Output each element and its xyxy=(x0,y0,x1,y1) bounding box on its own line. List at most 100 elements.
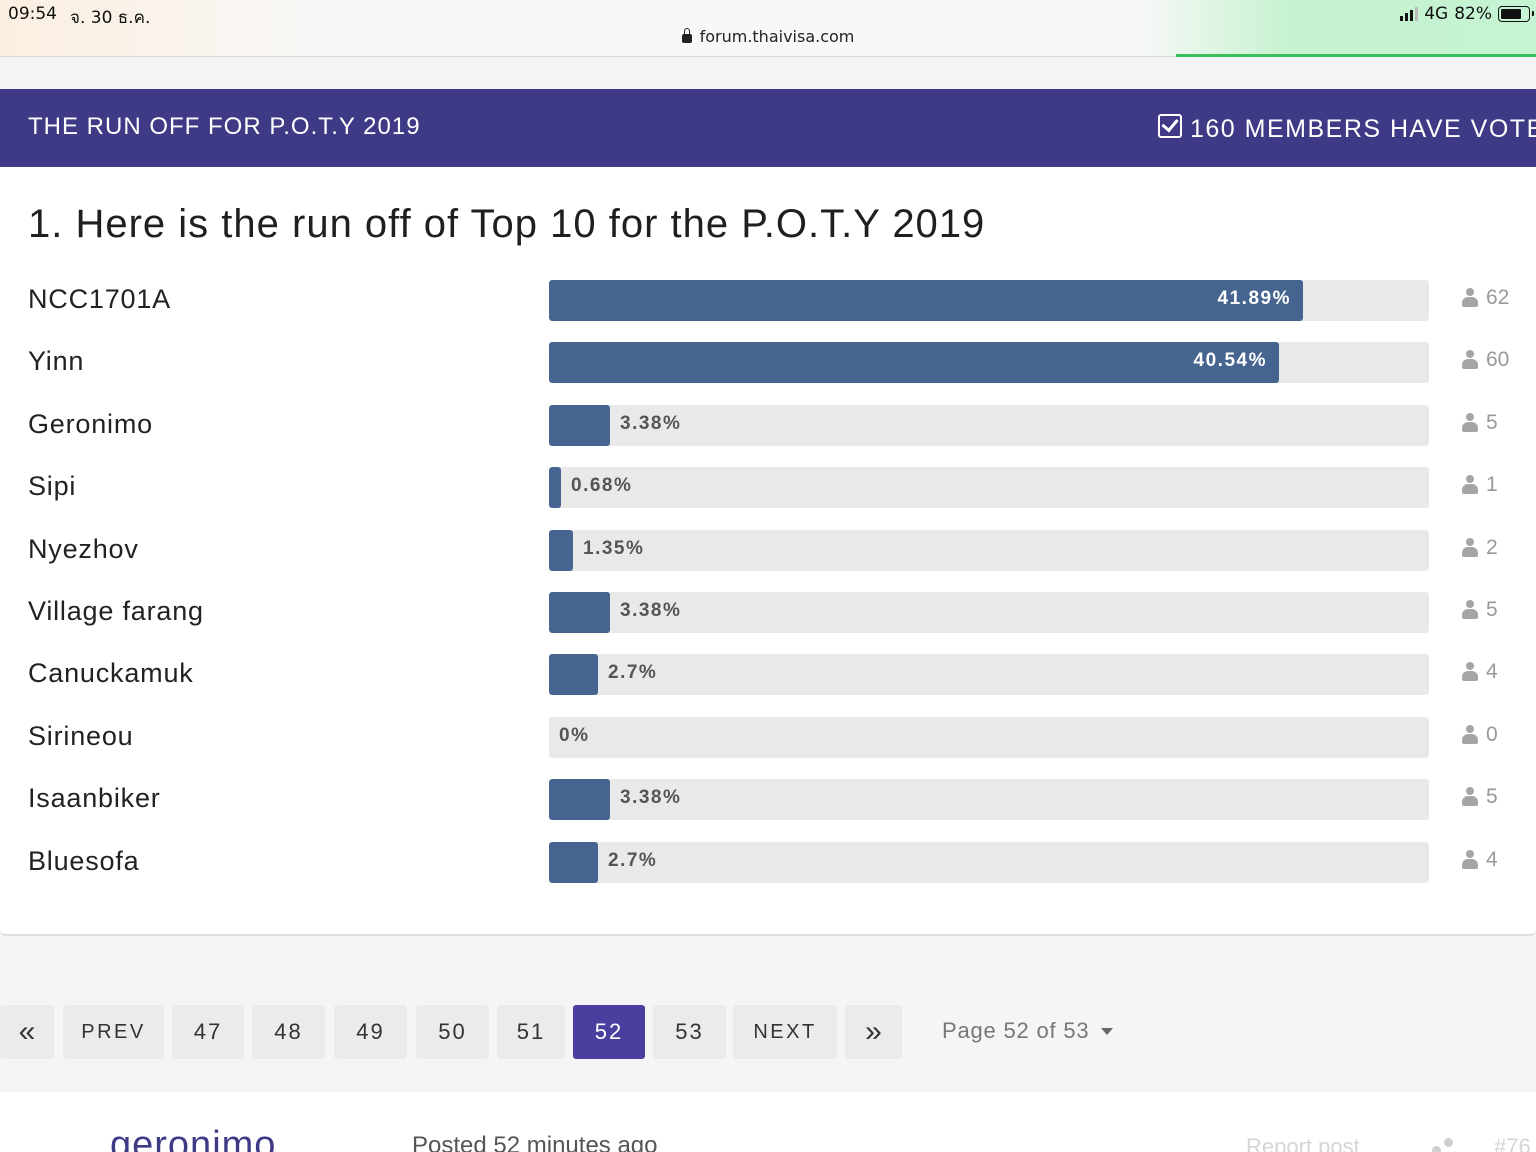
result-bar: 40.54% xyxy=(549,342,1429,384)
percent-label: 40.54% xyxy=(1193,350,1267,372)
option-name: Bluesofa xyxy=(28,845,140,876)
percent-label: 1.35% xyxy=(583,537,645,559)
poll-option: Nyezhov 1.35% 2 xyxy=(0,529,1536,574)
vote-count-number: 62 xyxy=(1486,286,1510,309)
poll-question: 1. Here is the run off of Top 10 for the… xyxy=(28,202,986,246)
option-name: Sirineou xyxy=(28,720,134,751)
page-button-50[interactable]: 50 xyxy=(416,1005,489,1059)
vote-count-number: 60 xyxy=(1486,348,1510,372)
vote-count: 4 xyxy=(1462,848,1498,872)
vote-count: 5 xyxy=(1462,411,1498,435)
option-name: Isaanbiker xyxy=(28,783,161,814)
percent-label: 2.7% xyxy=(608,662,658,684)
poll-option: Sirineou 0% 0 xyxy=(0,716,1536,761)
poll-header: THE RUN OFF FOR P.O.T.Y 2019 160 MEMBERS… xyxy=(0,89,1536,167)
report-post-link[interactable]: Report post xyxy=(1246,1134,1360,1152)
vote-count-number: 5 xyxy=(1486,598,1498,621)
option-name: Yinn xyxy=(28,346,85,377)
user-icon xyxy=(1462,724,1478,745)
result-bar: 0.68% xyxy=(549,467,1429,509)
page-load-progress xyxy=(1176,54,1536,57)
network-type: 4G xyxy=(1424,4,1449,24)
page-button-48[interactable]: 48 xyxy=(252,1005,325,1059)
prev-button[interactable]: PREV xyxy=(63,1005,164,1059)
poll-option: Sipi 0.68% 1 xyxy=(0,467,1536,511)
vote-count-number: 5 xyxy=(1486,785,1498,809)
status-bar: 09:54 จ. 30 ธ.ค. forum.thaivisa.com 4G 8… xyxy=(0,0,1536,57)
vote-count: 5 xyxy=(1462,598,1498,622)
status-time: 09:54 xyxy=(8,4,57,24)
user-icon xyxy=(1462,600,1478,620)
post-number[interactable]: #76 xyxy=(1494,1134,1531,1152)
percent-label: 2.7% xyxy=(608,849,658,871)
next-button[interactable]: NEXT xyxy=(733,1005,837,1059)
post-timestamp[interactable]: Posted 52 minutes ago xyxy=(412,1132,658,1152)
page-button-49[interactable]: 49 xyxy=(334,1005,407,1059)
percent-label: 0% xyxy=(559,724,590,746)
lock-icon xyxy=(681,28,692,43)
user-icon xyxy=(1462,412,1478,433)
result-bar: 41.89% xyxy=(549,280,1429,321)
vote-count: 5 xyxy=(1462,785,1498,809)
user-icon xyxy=(1462,662,1478,682)
percent-label: 3.38% xyxy=(620,600,682,621)
option-name: Canuckamuk xyxy=(28,658,194,689)
pagination: « PREV 47 48 49 50 51 52 53 NEXT » xyxy=(0,1005,1536,1059)
result-bar-fill xyxy=(549,529,573,571)
user-icon xyxy=(1462,350,1478,370)
result-bar-fill xyxy=(549,404,610,446)
vote-count: 62 xyxy=(1462,286,1509,310)
battery-percent: 82% xyxy=(1454,4,1492,24)
status-indicators: 4G 82% xyxy=(1400,4,1534,24)
status-date: จ. 30 ธ.ค. xyxy=(70,8,151,28)
page-jump-dropdown[interactable]: Page 52 of 53 xyxy=(942,1018,1114,1044)
page-button-52[interactable]: 52 xyxy=(573,1005,645,1059)
vote-count: 2 xyxy=(1462,536,1498,560)
vote-count-number: 1 xyxy=(1486,473,1498,497)
signal-icon xyxy=(1400,7,1419,21)
address-bar[interactable]: forum.thaivisa.com xyxy=(0,27,1536,46)
first-page-button[interactable]: « xyxy=(0,1005,54,1059)
result-bar-fill xyxy=(549,654,598,696)
vote-count: 4 xyxy=(1462,660,1498,684)
result-bar: 3.38% xyxy=(549,779,1429,821)
result-bar-fill xyxy=(549,592,610,633)
percent-label: 3.38% xyxy=(620,412,682,434)
vote-count-number: 4 xyxy=(1486,847,1498,871)
result-bar-fill xyxy=(549,280,1303,321)
result-bar: 2.7% xyxy=(549,654,1429,696)
page-button-47[interactable]: 47 xyxy=(172,1005,244,1059)
user-icon xyxy=(1462,475,1478,495)
result-bar-fill xyxy=(549,342,1279,384)
result-bar-fill xyxy=(549,467,561,509)
option-name: Geronimo xyxy=(28,408,153,439)
vote-count-number: 4 xyxy=(1486,660,1498,684)
post-author[interactable]: geronimo xyxy=(110,1124,277,1152)
vote-count: 1 xyxy=(1462,473,1498,497)
percent-label: 3.38% xyxy=(620,787,682,809)
vote-count: 0 xyxy=(1462,723,1498,747)
option-name: Nyezhov xyxy=(28,533,139,564)
poll-option: Bluesofa 2.7% 4 xyxy=(0,841,1536,886)
voted-text: 160 MEMBERS HAVE VOTE xyxy=(1190,115,1536,143)
poll-option: Yinn 40.54% 60 xyxy=(0,342,1536,386)
result-bar-fill xyxy=(549,779,610,821)
vote-count-number: 5 xyxy=(1486,410,1498,434)
share-icon[interactable] xyxy=(1432,1138,1454,1152)
user-icon xyxy=(1462,849,1478,870)
page-indicator: Page 52 of 53 xyxy=(942,1018,1090,1043)
last-page-button[interactable]: » xyxy=(845,1005,902,1059)
result-bar: 3.38% xyxy=(549,592,1429,633)
poll-option: Isaanbiker 3.38% 5 xyxy=(0,779,1536,823)
url-text: forum.thaivisa.com xyxy=(699,27,855,46)
option-name: Sipi xyxy=(28,471,77,502)
poll-option: Village farang 3.38% 5 xyxy=(0,592,1536,636)
checkbox-checked-icon xyxy=(1158,114,1182,138)
vote-count-number: 2 xyxy=(1486,535,1498,559)
vote-count: 60 xyxy=(1462,348,1509,372)
page-button-53[interactable]: 53 xyxy=(653,1005,726,1059)
page-button-51[interactable]: 51 xyxy=(497,1005,565,1059)
caret-down-icon xyxy=(1101,1027,1114,1035)
percent-label: 0.68% xyxy=(571,475,633,497)
result-bar: 0% xyxy=(549,716,1429,758)
